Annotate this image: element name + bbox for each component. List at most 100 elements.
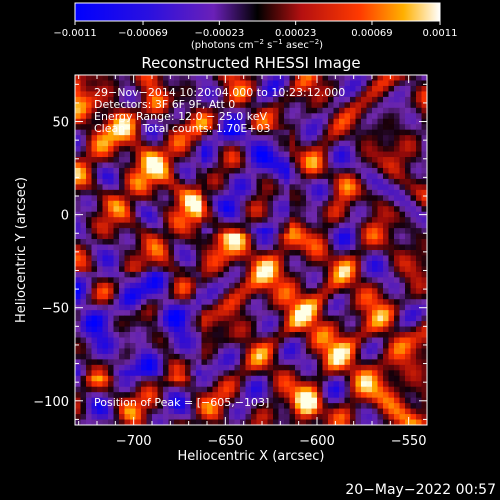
heatmap-cell <box>146 288 153 295</box>
heatmap-cell <box>399 80 406 87</box>
heatmap-cell <box>322 414 329 420</box>
heatmap-cell <box>108 184 114 191</box>
heatmap-cell <box>86 233 92 240</box>
heatmap-cell <box>344 217 351 224</box>
heatmap-cell <box>388 228 395 234</box>
heatmap-cell <box>207 271 213 278</box>
heatmap-cell <box>383 222 389 229</box>
heatmap-cell <box>207 157 213 163</box>
heatmap-cell <box>190 310 197 317</box>
heatmap-cell <box>284 162 290 169</box>
heatmap-cell <box>311 173 318 180</box>
heatmap-cell <box>300 337 307 344</box>
heatmap-cell <box>97 173 103 180</box>
heatmap-cell <box>86 299 92 306</box>
heatmap-cell <box>361 96 367 103</box>
heatmap-cell <box>86 157 92 163</box>
heatmap-cell <box>295 321 301 327</box>
heatmap-cell <box>278 146 285 152</box>
heatmap-cell <box>267 200 274 207</box>
heatmap-cell <box>179 244 186 251</box>
heatmap-cell <box>311 326 318 333</box>
heatmap-cell <box>157 408 164 415</box>
heatmap-cell <box>80 315 87 322</box>
heatmap-cell <box>141 217 147 224</box>
heatmap-cell <box>361 414 367 420</box>
heatmap-cell <box>229 348 235 355</box>
heatmap-cell <box>218 107 224 114</box>
heatmap-cell <box>399 310 406 317</box>
heatmap-cell <box>366 288 373 295</box>
heatmap-cell <box>97 250 103 256</box>
heatmap-cell <box>113 222 120 229</box>
heatmap-cell <box>262 244 268 251</box>
heatmap-cell <box>223 342 230 349</box>
heatmap-cell <box>333 277 340 284</box>
heatmap-cell <box>350 342 356 349</box>
heatmap-cell <box>86 271 92 278</box>
heatmap-cell <box>130 299 136 306</box>
heatmap-cell <box>328 419 334 425</box>
heatmap-cell <box>130 381 136 388</box>
heatmap-cell <box>223 326 230 333</box>
heatmap-cell <box>75 178 81 185</box>
heatmap-cell <box>383 337 389 344</box>
heatmap-cell <box>157 129 164 136</box>
heatmap-cell <box>146 250 153 256</box>
heatmap-cell <box>311 359 318 366</box>
heatmap-cell <box>141 146 147 152</box>
heatmap-cell <box>86 129 92 136</box>
heatmap-cell <box>306 211 312 218</box>
heatmap-cell <box>102 233 109 240</box>
heatmap-cell <box>267 370 274 377</box>
heatmap-cell <box>361 178 367 185</box>
heatmap-cell <box>333 200 340 207</box>
heatmap-cell <box>339 239 345 245</box>
heatmap-cell <box>405 326 411 333</box>
heatmap-cell <box>152 162 158 169</box>
heatmap-cell <box>190 353 197 360</box>
heatmap-cell <box>399 332 406 338</box>
heatmap-cell <box>311 364 318 371</box>
heatmap-cell <box>251 342 257 349</box>
heatmap-cell <box>130 321 136 327</box>
heatmap-cell <box>207 217 213 224</box>
heatmap-cell <box>278 315 285 322</box>
heatmap-cell <box>394 304 400 311</box>
heatmap-cell <box>108 118 114 125</box>
heatmap-cell <box>168 135 175 142</box>
heatmap-cell <box>163 233 169 240</box>
heatmap-cell <box>350 332 356 338</box>
heatmap-cell <box>421 282 427 289</box>
heatmap-cell <box>388 211 395 218</box>
heatmap-cell <box>108 157 114 163</box>
heatmap-cell <box>410 332 417 338</box>
heatmap-cell <box>350 321 356 327</box>
heatmap-cell <box>289 277 296 284</box>
heatmap-cell <box>273 167 279 174</box>
heatmap-cell <box>168 332 175 338</box>
heatmap-cell <box>328 118 334 125</box>
heatmap-cell <box>75 375 81 382</box>
heatmap-cell <box>212 140 219 147</box>
heatmap-cell <box>146 85 153 92</box>
heatmap-cell <box>201 299 208 306</box>
heatmap-cell <box>295 75 301 81</box>
heatmap-cell <box>322 364 329 371</box>
heatmap-cell <box>273 375 279 382</box>
heatmap-cell <box>416 299 422 306</box>
heatmap-cell <box>119 370 125 377</box>
heatmap-cell <box>179 315 186 322</box>
heatmap-cell <box>163 189 169 196</box>
heatmap-cell <box>240 260 246 267</box>
heatmap-cell <box>394 96 400 103</box>
heatmap-cell <box>185 293 191 300</box>
heatmap-cell <box>306 107 312 114</box>
heatmap-cell <box>383 250 389 256</box>
heatmap-cell <box>251 310 257 317</box>
heatmap-cell <box>306 244 312 251</box>
heatmap-cell <box>251 288 257 295</box>
heatmap-cell <box>306 277 312 284</box>
heatmap-cell <box>207 233 213 240</box>
heatmap-cell <box>300 80 307 87</box>
